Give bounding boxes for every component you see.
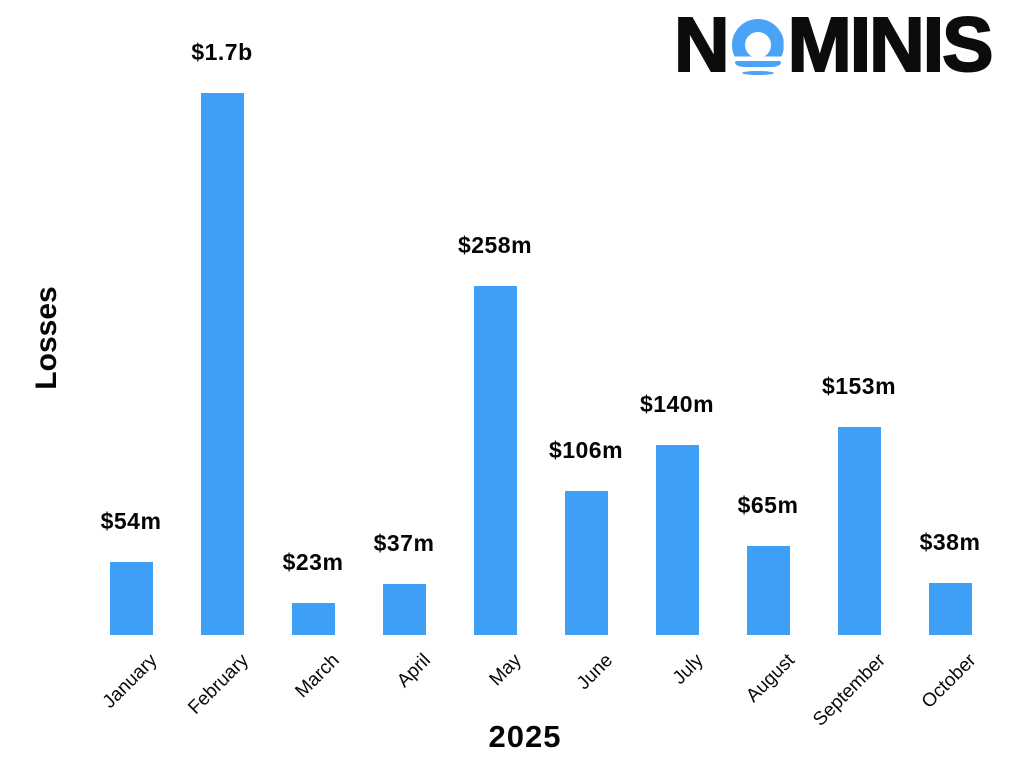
month-label-july: July	[669, 650, 708, 689]
bar-april	[382, 584, 426, 635]
bar-may	[473, 286, 517, 635]
value-label-april: $37m	[373, 530, 435, 556]
value-label-february: $1.7b	[191, 39, 253, 65]
month-label-october: October	[918, 650, 981, 713]
logo-text-before-o: N	[673, 1, 731, 88]
value-label-october: $38m	[919, 529, 981, 555]
sun-over-sea-icon	[731, 18, 784, 76]
month-label-february: February	[184, 650, 253, 719]
value-label-july: $140m	[639, 391, 715, 417]
logo-text-after-o: MINIS	[787, 1, 995, 88]
month-label-june: June	[572, 650, 617, 694]
sun-base-shape	[734, 60, 781, 67]
month-label-may: May	[485, 650, 526, 691]
value-label-september: $153m	[821, 373, 897, 399]
month-label-january: January	[99, 650, 162, 713]
bar-june	[564, 491, 608, 635]
value-label-may: $258m	[457, 232, 533, 258]
month-label-september: September	[809, 650, 890, 731]
bar-october	[928, 583, 972, 635]
value-label-june: $106m	[548, 437, 624, 463]
bar-august	[746, 546, 790, 635]
wave-shape	[741, 70, 774, 75]
nominis-logo: N MINIS	[673, 5, 995, 84]
x-axis-label: 2025	[488, 719, 562, 754]
bar-july	[655, 445, 699, 635]
month-label-march: March	[291, 650, 344, 703]
value-label-january: $54m	[100, 508, 162, 534]
month-label-april: April	[393, 650, 435, 692]
bar-september	[837, 427, 881, 635]
month-label-august: August	[742, 650, 799, 707]
bar-february	[200, 93, 244, 635]
bar-january	[109, 562, 153, 635]
bar-march	[291, 603, 335, 635]
value-label-august: $65m	[737, 492, 799, 518]
value-label-march: $23m	[282, 549, 344, 575]
